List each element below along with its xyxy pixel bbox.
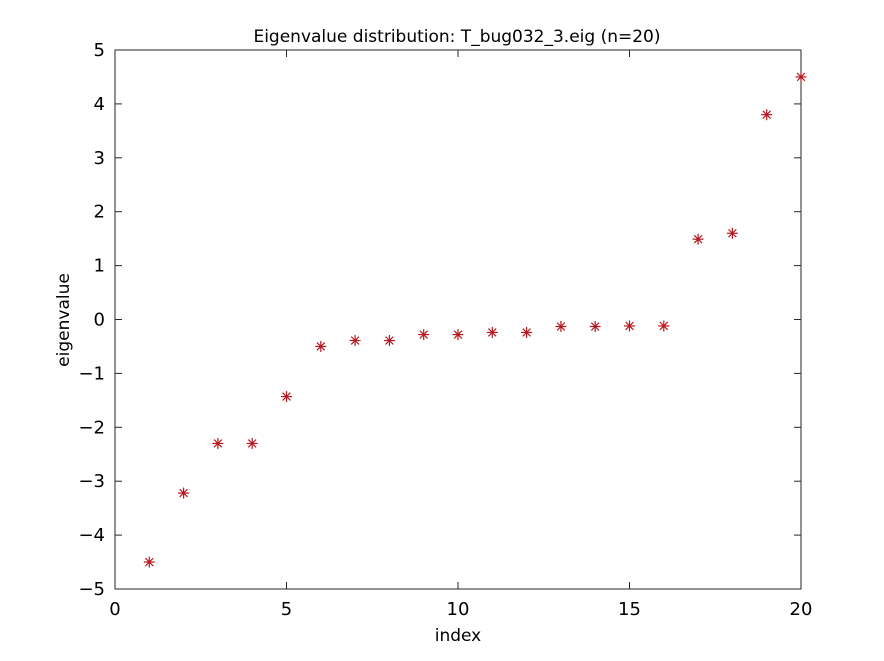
data-point xyxy=(143,556,155,568)
data-point xyxy=(795,71,807,83)
data-point xyxy=(761,109,773,121)
y-tick-label: 4 xyxy=(94,94,105,115)
x-axis-label: index xyxy=(435,626,482,646)
data-point xyxy=(349,335,361,347)
y-tick-label: −5 xyxy=(78,579,105,600)
x-tick-label: 15 xyxy=(618,599,641,620)
y-tick-label: 5 xyxy=(94,40,105,61)
x-tick-label: 0 xyxy=(109,599,120,620)
y-tick-label: −2 xyxy=(78,417,105,438)
axes-box xyxy=(114,49,802,590)
y-tick-label: −3 xyxy=(78,471,105,492)
data-point xyxy=(658,320,670,332)
y-axis-label: eigenvalue xyxy=(54,273,74,367)
chart-title: Eigenvalue distribution: T_bug032_3.eig … xyxy=(253,27,660,47)
data-point xyxy=(452,329,464,341)
x-ticks: 0 5 10 15 20 xyxy=(109,50,812,620)
plot-area: 0 5 10 15 20 −5 −4 −3 −2 −1 0 1 2 3 4 5 xyxy=(78,40,812,620)
data-point xyxy=(418,329,430,341)
data-point xyxy=(726,227,738,239)
data-point xyxy=(246,437,258,449)
y-tick-label: 2 xyxy=(94,202,105,223)
x-tick-label: 5 xyxy=(281,599,292,620)
data-markers xyxy=(143,71,807,568)
data-point xyxy=(555,321,567,333)
y-tick-label: 1 xyxy=(94,256,105,277)
data-point xyxy=(178,487,190,499)
data-point xyxy=(624,320,635,332)
data-point xyxy=(383,335,395,347)
x-tick-label: 10 xyxy=(447,599,470,620)
x-tick-label: 20 xyxy=(790,599,813,620)
y-tick-label: 0 xyxy=(94,310,105,331)
data-point xyxy=(281,391,292,403)
y-ticks: −5 −4 −3 −2 −1 0 1 2 3 4 5 xyxy=(78,40,801,600)
data-point xyxy=(589,321,601,333)
data-point xyxy=(521,326,533,338)
y-tick-label: −1 xyxy=(78,363,105,384)
data-point xyxy=(315,340,327,352)
data-point xyxy=(692,233,704,245)
data-point xyxy=(486,326,498,338)
data-point xyxy=(212,437,224,449)
y-tick-label: 3 xyxy=(94,148,105,169)
y-tick-label: −4 xyxy=(78,525,105,546)
